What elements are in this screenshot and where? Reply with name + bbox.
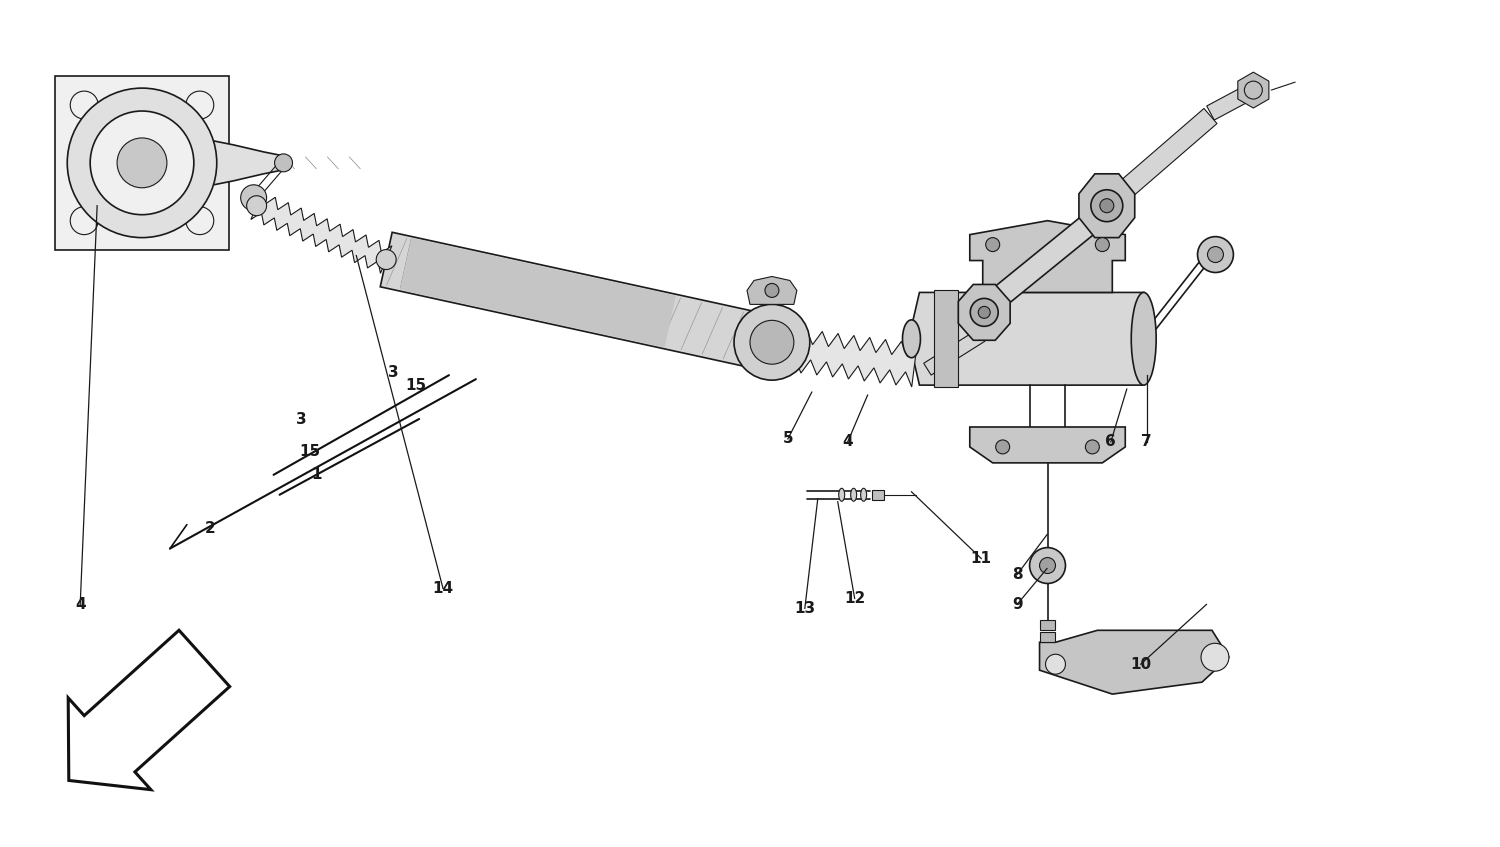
Polygon shape: [934, 291, 958, 387]
Text: 9: 9: [1013, 597, 1023, 612]
Ellipse shape: [850, 488, 856, 501]
Circle shape: [186, 91, 214, 119]
Circle shape: [986, 238, 999, 252]
Polygon shape: [1206, 83, 1257, 120]
Circle shape: [734, 304, 810, 380]
Polygon shape: [784, 328, 916, 387]
Circle shape: [1090, 190, 1124, 222]
Bar: [1040, 633, 1056, 642]
Ellipse shape: [903, 320, 921, 357]
Circle shape: [1095, 238, 1110, 252]
Polygon shape: [912, 292, 1143, 385]
Text: 10: 10: [1130, 656, 1152, 672]
Text: 12: 12: [844, 591, 865, 606]
Polygon shape: [924, 329, 986, 375]
Circle shape: [274, 154, 292, 172]
Circle shape: [1197, 236, 1233, 273]
Circle shape: [246, 196, 267, 216]
Polygon shape: [747, 276, 796, 304]
Polygon shape: [1078, 174, 1134, 238]
Text: 1: 1: [310, 468, 321, 482]
Circle shape: [1208, 246, 1224, 263]
Circle shape: [1086, 440, 1100, 454]
Circle shape: [70, 91, 98, 119]
Circle shape: [186, 207, 214, 235]
Polygon shape: [1040, 630, 1228, 694]
Text: 3: 3: [296, 412, 307, 427]
Circle shape: [750, 320, 794, 364]
Circle shape: [117, 138, 166, 188]
Text: 15: 15: [405, 378, 426, 393]
Circle shape: [90, 111, 194, 214]
Bar: [871, 490, 883, 500]
Polygon shape: [251, 192, 392, 274]
Text: 13: 13: [795, 601, 816, 616]
Ellipse shape: [839, 488, 844, 501]
Polygon shape: [1101, 108, 1216, 213]
Polygon shape: [1238, 72, 1269, 108]
Circle shape: [970, 298, 998, 326]
Text: 15: 15: [298, 445, 320, 459]
Ellipse shape: [1131, 292, 1156, 385]
Polygon shape: [970, 427, 1125, 462]
Circle shape: [1046, 654, 1065, 674]
Circle shape: [68, 88, 218, 238]
Polygon shape: [400, 238, 676, 347]
Circle shape: [996, 440, 1010, 454]
Text: 6: 6: [1106, 435, 1116, 450]
Text: 11: 11: [970, 551, 992, 566]
Polygon shape: [56, 75, 230, 250]
Text: 4: 4: [843, 435, 854, 450]
Text: 8: 8: [1013, 567, 1023, 582]
Text: 5: 5: [783, 431, 794, 446]
Text: 3: 3: [388, 365, 399, 379]
Circle shape: [70, 207, 98, 235]
Text: 7: 7: [1142, 435, 1152, 450]
Circle shape: [376, 250, 396, 269]
Polygon shape: [194, 137, 284, 189]
Circle shape: [240, 185, 267, 211]
Circle shape: [1040, 557, 1056, 573]
Polygon shape: [958, 285, 1010, 340]
Bar: [1040, 620, 1056, 630]
Circle shape: [1100, 199, 1114, 213]
Polygon shape: [970, 221, 1125, 292]
Polygon shape: [380, 232, 771, 369]
Polygon shape: [978, 202, 1113, 318]
Text: 2: 2: [204, 521, 214, 536]
Circle shape: [1029, 548, 1065, 584]
Text: 14: 14: [432, 581, 453, 596]
Text: 4: 4: [75, 597, 86, 612]
Ellipse shape: [861, 488, 867, 501]
Circle shape: [978, 307, 990, 318]
Circle shape: [765, 284, 778, 297]
Circle shape: [1202, 643, 1228, 671]
